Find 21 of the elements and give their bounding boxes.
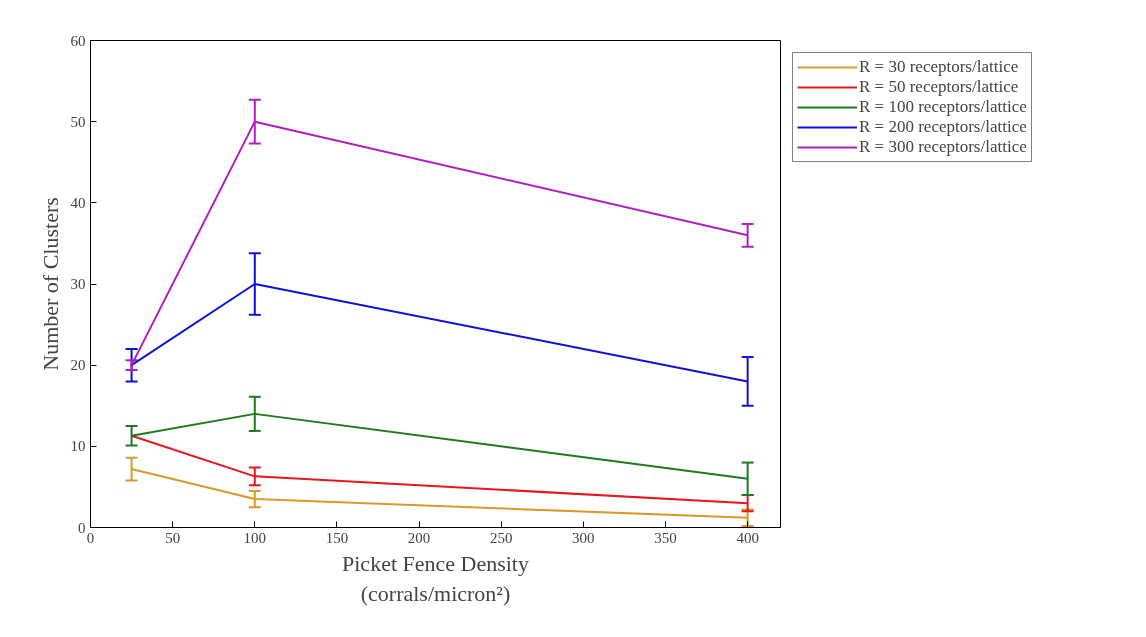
x-tick-label: 300 bbox=[572, 529, 595, 546]
x-axis-title: Picket Fence Density (corrals/micron²) bbox=[342, 550, 529, 606]
legend-label: R = 300 receptors/lattice bbox=[859, 137, 1027, 157]
legend-label: R = 100 receptors/lattice bbox=[859, 97, 1027, 117]
legend-label: R = 50 receptors/lattice bbox=[859, 77, 1019, 97]
x-tick-label: 50 bbox=[165, 529, 181, 546]
y-axis-title: Number of Clusters bbox=[37, 197, 63, 371]
legend-label: R = 30 receptors/lattice bbox=[859, 57, 1019, 77]
x-tick-label: 150 bbox=[325, 529, 349, 546]
x-tick-label: 350 bbox=[654, 529, 677, 546]
x-tick-label: 400 bbox=[736, 529, 759, 546]
x-tick-label: 250 bbox=[489, 529, 513, 546]
y-tick-label: 40 bbox=[70, 194, 86, 211]
y-tick-label: 50 bbox=[70, 113, 86, 130]
x-tick-label: 200 bbox=[407, 529, 431, 546]
y-tick-label: 30 bbox=[70, 276, 86, 292]
x-tick-label: 100 bbox=[243, 529, 267, 546]
y-tick-label: 10 bbox=[70, 438, 86, 455]
y-tick-label: 60 bbox=[70, 32, 86, 49]
y-tick-label: 20 bbox=[70, 357, 86, 374]
legend-label: R = 200 receptors/lattice bbox=[859, 117, 1027, 137]
